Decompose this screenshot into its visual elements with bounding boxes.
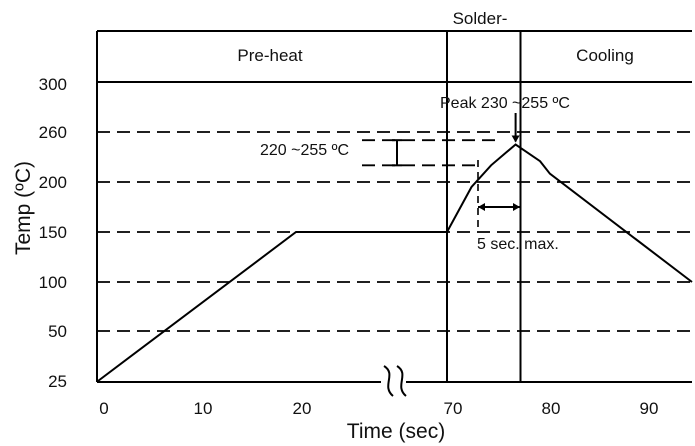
axis-break-mark: [383, 365, 394, 397]
band-label: Solder-: [453, 9, 508, 28]
x-tick-label: 90: [640, 399, 659, 418]
tick-labels: 25 50 100 150 200 260 300 0 10 20 70 80 90: [39, 75, 659, 418]
time-window-arrowhead: [478, 203, 485, 211]
x-axis-title: Time (sec): [347, 420, 445, 443]
reference-lines: [97, 131, 692, 332]
band-label: Pre-heat: [237, 46, 302, 65]
y-tick-label: 200: [39, 173, 67, 192]
peak-arrowhead: [511, 135, 520, 143]
y-tick-label: 260: [39, 123, 67, 142]
annotations-layer: Peak 230 ~255 ºC 220 ~255 ºC 5 sec. max.: [260, 95, 570, 253]
profile-curve: [97, 143, 693, 382]
reflow-range-label: 220 ~255 ºC: [260, 142, 349, 159]
x-tick-label: 0: [99, 399, 108, 418]
time-window-arrowhead: [513, 203, 520, 211]
x-tick-label: 70: [444, 399, 463, 418]
series-layer: [97, 143, 693, 382]
axis-break-mark: [396, 365, 407, 397]
band-label: Cooling: [576, 46, 634, 65]
x-tick-label: 20: [293, 399, 312, 418]
y-tick-label: 25: [48, 372, 67, 391]
y-tick-label: 100: [39, 273, 67, 292]
y-axis-title: Temp (ºC): [12, 161, 35, 255]
x-tick-label: 80: [542, 399, 561, 418]
y-tick-label: 300: [39, 75, 67, 94]
x-tick-label: 10: [194, 399, 213, 418]
y-tick-label: 150: [39, 223, 67, 242]
y-tick-label: 50: [48, 322, 67, 341]
peak-annotation-label: Peak 230 ~255 ºC: [440, 95, 570, 112]
process-bands: Pre-heat Solder- Cooling: [96, 9, 692, 397]
time-window-label: 5 sec. max.: [477, 236, 559, 253]
